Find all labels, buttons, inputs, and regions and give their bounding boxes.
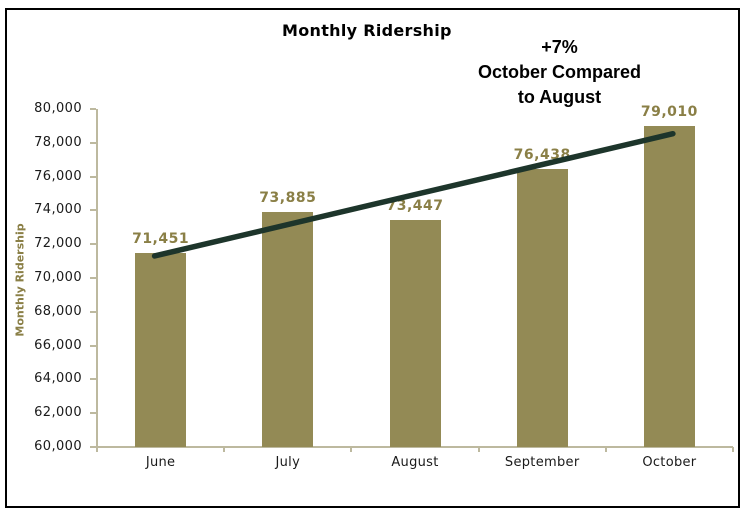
y-axis-tick-label: 66,000 <box>34 337 82 353</box>
y-axis-tick-label: 76,000 <box>34 168 82 184</box>
x-axis-tick <box>604 447 607 452</box>
y-axis-tick <box>89 243 96 246</box>
bar-august <box>389 219 441 447</box>
x-axis-label: August <box>391 455 439 470</box>
x-axis-tick <box>350 447 353 452</box>
x-axis-label: July <box>275 455 301 470</box>
annotation-line-percent: +7% <box>541 37 578 57</box>
x-axis-label: September <box>504 455 580 470</box>
y-axis-tick-label: 70,000 <box>34 270 82 285</box>
x-axis-label: June <box>145 455 176 470</box>
bar-october <box>643 125 695 447</box>
x-axis-tick <box>732 447 734 452</box>
y-axis-tick <box>89 310 96 313</box>
bar-value-label: 76,438 <box>513 147 571 164</box>
x-axis-line <box>97 446 733 448</box>
y-axis-tick <box>89 209 96 212</box>
y-axis-tick-label: 68,000 <box>34 303 82 319</box>
y-axis-tick-label: 80,000 <box>34 101 82 116</box>
bar-value-label: 73,447 <box>386 197 444 214</box>
x-axis-tick <box>96 447 98 452</box>
annotation-line-compare: October Compared <box>477 62 642 82</box>
y-axis-tick-label: 78,000 <box>34 134 82 150</box>
y-axis-tick-label: 62,000 <box>34 405 82 421</box>
y-axis-tick <box>89 378 96 381</box>
y-axis-tick <box>89 412 96 415</box>
y-axis-tick-label: 72,000 <box>34 236 82 252</box>
bar-value-label: 79,010 <box>640 103 698 120</box>
y-axis-tick <box>89 175 96 178</box>
annotation-callout: +7% October Compared to August <box>452 35 667 110</box>
bar-july <box>262 212 314 447</box>
y-axis-tick-label: 60,000 <box>34 439 82 454</box>
bar-september <box>516 169 568 447</box>
y-axis-tick <box>89 344 96 347</box>
bar-june <box>135 253 187 447</box>
x-axis-tick <box>223 447 226 452</box>
bar-value-label: 73,885 <box>259 190 317 207</box>
annotation-line-baseline: to August <box>517 87 602 107</box>
y-axis-tick-label: 64,000 <box>34 371 82 387</box>
bar-value-label: 71,451 <box>132 231 190 248</box>
y-axis-tick <box>89 108 96 110</box>
y-axis-tick <box>89 141 96 144</box>
chart-title: Monthly Ridership <box>282 21 452 40</box>
y-axis-tick <box>89 277 96 279</box>
y-axis-line <box>95 109 98 447</box>
y-axis-tick-label: 74,000 <box>34 202 82 218</box>
x-axis-label: October <box>642 455 697 470</box>
x-axis-tick <box>477 447 480 452</box>
y-axis-tick <box>89 446 96 448</box>
